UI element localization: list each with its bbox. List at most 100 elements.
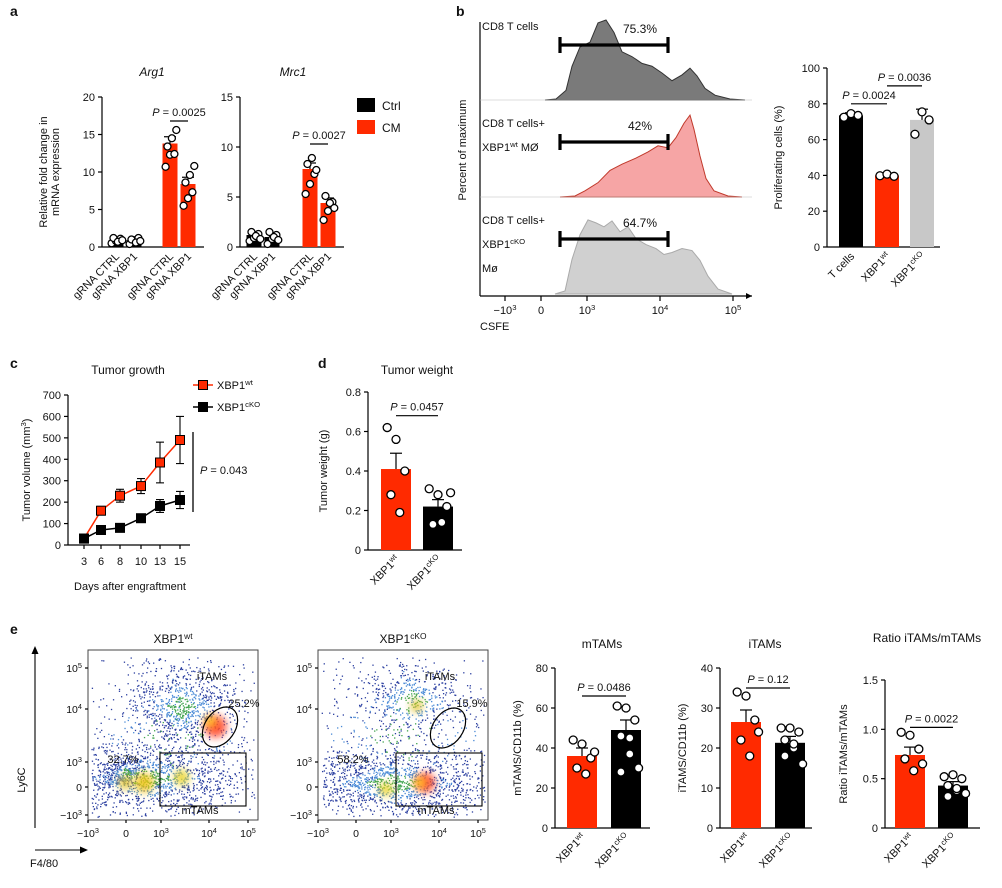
y-tick-label: 20 (536, 783, 548, 795)
event-dot (321, 770, 324, 773)
event-dot (193, 789, 195, 791)
event-dot (429, 698, 432, 701)
event-dot (210, 768, 212, 770)
event-dot (141, 696, 143, 698)
event-dot (373, 767, 375, 769)
event-dot (104, 775, 106, 778)
event-dot (374, 800, 376, 803)
event-dot (97, 816, 99, 818)
event-dot (138, 746, 141, 749)
event-dot (382, 696, 384, 699)
event-dot (406, 712, 408, 715)
event-dot (384, 803, 386, 805)
event-dot (431, 803, 433, 806)
event-dot (150, 798, 152, 800)
event-dot (396, 681, 398, 684)
event-dot (466, 767, 469, 769)
event-dot (353, 760, 356, 762)
event-dot (345, 752, 347, 754)
event-dot (455, 756, 457, 758)
event-dot (193, 726, 195, 728)
event-dot (218, 769, 220, 771)
event-dot (413, 772, 415, 774)
event-dot (424, 691, 426, 694)
event-dot (426, 675, 428, 677)
event-dot (137, 807, 139, 810)
event-dot (128, 768, 130, 770)
event-dot (119, 813, 121, 815)
event-dot (437, 792, 439, 794)
y-tick-label: 40 (808, 170, 820, 182)
density-hotspot (410, 700, 423, 713)
event-dot (364, 783, 366, 786)
event-dot (93, 808, 96, 810)
event-dot (437, 672, 440, 675)
event-dot (213, 702, 215, 704)
event-dot (191, 690, 194, 693)
event-dot (476, 790, 478, 792)
event-dot (386, 708, 388, 711)
event-dot (126, 769, 128, 771)
event-dot (422, 802, 424, 805)
event-dot (383, 713, 386, 716)
event-dot (459, 698, 462, 700)
event-dot (110, 795, 112, 798)
event-dot (114, 775, 117, 777)
event-dot (375, 771, 377, 774)
event-dot (417, 750, 419, 752)
event-dot (116, 782, 118, 785)
event-dot (209, 738, 211, 741)
event-dot (101, 795, 103, 798)
event-dot (430, 769, 432, 771)
event-dot (424, 792, 426, 794)
event-dot (394, 737, 396, 739)
event-dot (328, 772, 331, 774)
event-dot (159, 658, 161, 660)
event-dot (333, 740, 335, 742)
event-dot (154, 700, 156, 702)
event-dot (105, 743, 107, 745)
event-dot (182, 715, 184, 718)
event-dot (103, 716, 106, 718)
event-dot (218, 760, 220, 762)
event-dot (414, 803, 416, 805)
event-dot (479, 770, 482, 772)
event-dot (482, 787, 485, 789)
event-dot (189, 794, 191, 796)
event-dot (396, 709, 398, 711)
event-dot (205, 753, 208, 755)
event-dot (190, 721, 192, 723)
event-dot (364, 760, 366, 762)
event-dot (131, 727, 134, 729)
event-dot (152, 694, 154, 696)
event-dot (167, 740, 169, 742)
event-dot (173, 670, 175, 672)
event-dot (191, 723, 193, 726)
event-dot (160, 777, 163, 780)
event-dot (369, 788, 371, 790)
y-tick-label-part: 5 (308, 661, 312, 670)
event-dot (363, 793, 365, 795)
x-tick-label: 3 (81, 556, 87, 568)
event-dot (170, 815, 172, 817)
event-dot (162, 766, 165, 768)
event-dot (379, 800, 382, 802)
event-dot (182, 714, 184, 716)
event-dot (363, 796, 365, 798)
event-dot (432, 792, 435, 794)
event-dot (222, 770, 224, 772)
event-dot (322, 797, 325, 799)
event-dot (394, 762, 396, 764)
x-tick-label-part: cKO (776, 830, 793, 847)
event-dot (138, 684, 140, 687)
event-dot (423, 691, 425, 693)
y-tick-label-part: 3 (78, 808, 82, 817)
event-dot (417, 795, 419, 797)
event-dot (398, 697, 400, 699)
event-dot (234, 800, 236, 802)
event-dot (139, 695, 141, 698)
legend-label-part: wt (244, 378, 254, 387)
event-dot (177, 690, 179, 692)
